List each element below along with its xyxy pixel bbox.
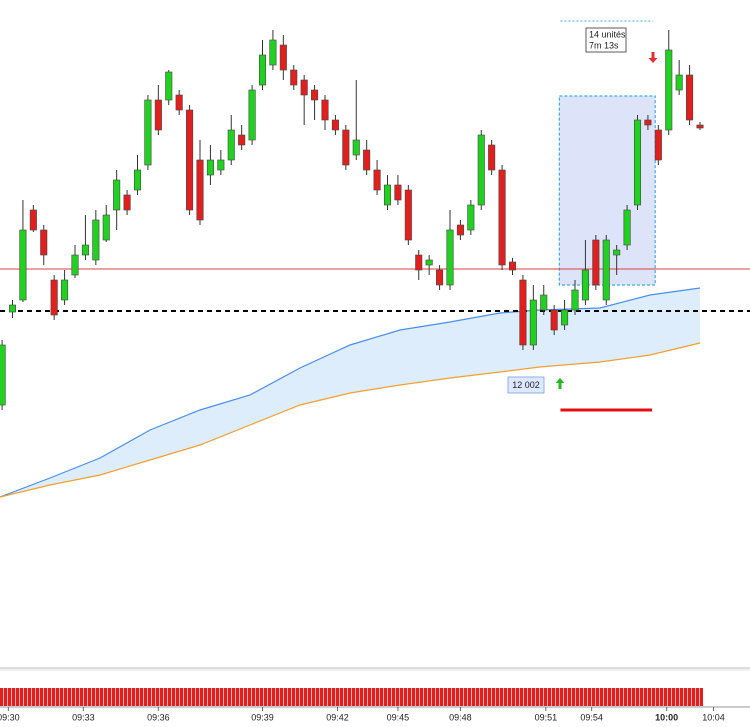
candle-body [477, 134, 485, 206]
x-tick-label: 09:33 [72, 712, 95, 722]
candle-body [602, 239, 610, 301]
x-tick-label: 09:42 [326, 712, 349, 722]
volume-strip [0, 688, 703, 706]
candle-body [498, 169, 506, 266]
candle-body [144, 99, 152, 166]
candle-body [279, 44, 287, 71]
moving-average [0, 342, 701, 498]
box-label: 14 unités [589, 29, 626, 39]
candle-body [248, 89, 256, 141]
candle-body [269, 39, 277, 66]
candle-body [352, 139, 360, 156]
candle-body [436, 269, 444, 286]
candle-body [206, 159, 214, 176]
candle-body [102, 214, 110, 241]
annotation-box [585, 27, 627, 53]
buy-arrow [555, 378, 565, 389]
candle-body [446, 229, 454, 286]
x-tick-label: 10:00 [655, 712, 678, 722]
candle-body [227, 129, 235, 161]
x-tick-label: 09:39 [251, 712, 274, 722]
candle-body [50, 279, 58, 316]
candle-body [488, 144, 496, 171]
candle-body [61, 279, 69, 301]
candle-body [633, 119, 642, 206]
candle-body [404, 189, 412, 241]
candle-body [40, 229, 48, 256]
candle-body [311, 89, 319, 101]
candle-body [290, 69, 298, 86]
candle-body [592, 239, 600, 286]
candle-body [654, 129, 662, 161]
candle-body [425, 259, 433, 266]
candle-body [644, 119, 652, 126]
plot-area [0, 20, 750, 498]
candle-body [321, 99, 329, 121]
moving-average [0, 287, 701, 498]
candle-body [217, 159, 225, 171]
candle-body [175, 94, 183, 111]
candle-body [123, 194, 131, 211]
candle-body [258, 54, 267, 86]
x-tick-label: 09:45 [387, 712, 410, 722]
x-tick-label: 09:48 [449, 712, 472, 722]
candle-body [508, 261, 517, 271]
candle-body [675, 74, 683, 91]
candle-body [623, 209, 631, 246]
x-tick-label: 09:51 [535, 712, 558, 722]
x-tick-label: 09:54 [580, 712, 603, 722]
box-label: 7m 13s [589, 40, 619, 50]
candle-body [19, 229, 27, 301]
candle-body [133, 169, 142, 191]
candle-body [363, 149, 371, 171]
x-tick-label: 09:36 [147, 712, 170, 722]
candle-body [571, 289, 579, 311]
price-label-box [507, 376, 545, 394]
price-label: 12 002 [512, 380, 540, 390]
candle-body [550, 309, 558, 331]
candle-body [196, 159, 204, 221]
candle-body [519, 279, 527, 346]
candle-body [342, 129, 350, 166]
candle-body [540, 294, 548, 311]
candle-body [373, 169, 381, 191]
candle-body [529, 299, 537, 346]
candle-body [561, 309, 569, 326]
candle-body [467, 204, 475, 231]
candle-body [92, 219, 100, 261]
candle-body [581, 269, 589, 301]
candle-body [186, 109, 194, 211]
candle-body [456, 224, 464, 236]
candle-body [113, 179, 121, 211]
candle-body [415, 254, 423, 271]
candle-body [71, 254, 79, 276]
candle-body [331, 119, 339, 131]
candle-body [696, 124, 704, 129]
candle-body [0, 344, 6, 406]
x-tick-label: 10:04 [702, 712, 725, 722]
sell-arrow [648, 52, 658, 63]
candle-body [300, 79, 308, 96]
candle-body [383, 184, 392, 206]
candle-body [394, 184, 402, 201]
candle-body [81, 244, 89, 256]
candle-body [665, 49, 673, 131]
candle-body [8, 304, 17, 313]
candle-body [613, 249, 621, 256]
candle-body [154, 99, 162, 131]
candle-body [686, 74, 694, 121]
candle-body [238, 134, 246, 146]
x-tick-label: 09:30 [0, 712, 20, 722]
candle-body [29, 209, 37, 231]
candle-body [165, 71, 173, 101]
